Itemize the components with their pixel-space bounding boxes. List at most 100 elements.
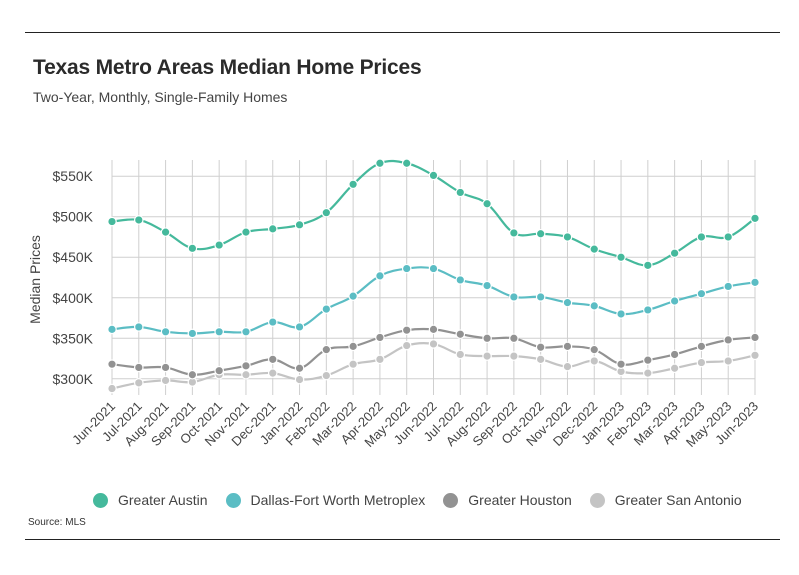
data-point-greater-austin bbox=[348, 179, 358, 190]
data-point-greater-austin bbox=[616, 252, 626, 263]
data-point-greater-austin bbox=[562, 232, 573, 242]
data-point-greater-san-antonio bbox=[160, 375, 171, 386]
data-point-greater-austin bbox=[696, 232, 707, 242]
data-point-greater-houston bbox=[535, 342, 546, 352]
source-note: Source: MLS bbox=[28, 517, 86, 528]
data-point-greater-austin bbox=[428, 170, 439, 181]
data-point-greater-houston bbox=[643, 355, 653, 365]
data-point-greater-austin bbox=[482, 198, 492, 209]
data-point-greater-san-antonio bbox=[509, 351, 519, 361]
data-point-greater-san-antonio bbox=[589, 356, 600, 366]
data-point-greater-san-antonio bbox=[562, 361, 573, 372]
data-point-greater-austin bbox=[133, 215, 144, 225]
data-point-greater-austin bbox=[375, 158, 385, 169]
data-point-greater-austin bbox=[723, 232, 734, 242]
data-point-greater-san-antonio bbox=[241, 369, 251, 380]
data-point-dallas-fort-worth-metroplex bbox=[669, 296, 680, 306]
data-point-greater-houston bbox=[616, 359, 626, 370]
data-point-dallas-fort-worth-metroplex bbox=[562, 297, 573, 308]
legend-swatch bbox=[443, 492, 459, 508]
y-tick-label: $450K bbox=[53, 249, 94, 265]
data-point-dallas-fort-worth-metroplex bbox=[455, 275, 466, 285]
data-point-dallas-fort-worth-metroplex bbox=[348, 291, 358, 301]
data-point-dallas-fort-worth-metroplex bbox=[321, 304, 332, 314]
data-point-greater-houston bbox=[750, 332, 760, 343]
data-point-dallas-fort-worth-metroplex bbox=[535, 292, 546, 302]
data-point-dallas-fort-worth-metroplex bbox=[133, 322, 144, 332]
data-point-dallas-fort-worth-metroplex bbox=[214, 326, 224, 337]
legend-label: Greater San Antonio bbox=[614, 492, 742, 508]
series-greater-austin bbox=[107, 158, 760, 271]
data-point-greater-houston bbox=[348, 341, 358, 352]
data-point-greater-san-antonio bbox=[294, 374, 305, 385]
legend-swatch bbox=[589, 492, 605, 508]
data-point-greater-houston bbox=[214, 365, 224, 376]
legend: Greater Austin Dallas-Fort Worth Metrople… bbox=[93, 492, 760, 508]
data-point-dallas-fort-worth-metroplex bbox=[241, 326, 251, 337]
data-point-greater-austin bbox=[241, 227, 251, 237]
data-point-dallas-fort-worth-metroplex bbox=[750, 277, 760, 288]
data-point-greater-houston bbox=[321, 344, 332, 355]
data-point-greater-austin bbox=[589, 244, 600, 254]
chart-subtitle: Two-Year, Monthly, Single-Family Homes bbox=[33, 89, 288, 105]
data-point-greater-austin bbox=[401, 158, 412, 169]
data-point-greater-houston bbox=[241, 361, 251, 371]
data-point-dallas-fort-worth-metroplex bbox=[160, 326, 171, 337]
data-point-greater-san-antonio bbox=[535, 354, 546, 365]
data-point-greater-san-antonio bbox=[643, 368, 653, 378]
data-point-greater-houston bbox=[107, 359, 117, 370]
y-tick-label: $350K bbox=[53, 330, 94, 346]
data-point-greater-houston bbox=[428, 324, 439, 335]
data-point-greater-houston bbox=[723, 335, 734, 345]
top-rule bbox=[25, 32, 780, 33]
data-point-greater-san-antonio bbox=[267, 368, 278, 378]
data-point-greater-san-antonio bbox=[428, 339, 439, 349]
data-point-greater-san-antonio bbox=[107, 383, 117, 394]
data-point-greater-austin bbox=[107, 216, 117, 227]
data-point-greater-san-antonio bbox=[375, 354, 385, 365]
data-point-dallas-fort-worth-metroplex bbox=[482, 280, 492, 291]
data-point-greater-san-antonio bbox=[321, 370, 332, 381]
data-point-greater-austin bbox=[509, 228, 519, 238]
data-point-dallas-fort-worth-metroplex bbox=[375, 271, 385, 281]
data-point-dallas-fort-worth-metroplex bbox=[723, 281, 734, 292]
data-point-greater-san-antonio bbox=[669, 363, 680, 374]
data-point-greater-austin bbox=[267, 224, 278, 234]
data-point-greater-houston bbox=[455, 329, 466, 340]
data-point-greater-houston bbox=[160, 362, 171, 373]
legend-item-greater-austin: Greater Austin bbox=[93, 492, 208, 508]
data-point-dallas-fort-worth-metroplex bbox=[267, 317, 278, 327]
data-point-greater-houston bbox=[589, 344, 600, 355]
data-point-dallas-fort-worth-metroplex bbox=[428, 263, 439, 274]
data-point-greater-san-antonio bbox=[723, 356, 734, 366]
data-point-dallas-fort-worth-metroplex bbox=[616, 309, 626, 319]
data-point-greater-houston bbox=[562, 341, 573, 352]
data-point-greater-san-antonio bbox=[348, 359, 358, 370]
y-tick-label: $550K bbox=[53, 168, 94, 184]
data-point-greater-austin bbox=[160, 227, 171, 237]
data-point-greater-austin bbox=[187, 243, 198, 254]
data-point-greater-austin bbox=[643, 260, 653, 271]
legend-label: Dallas-Fort Worth Metroplex bbox=[250, 492, 426, 508]
y-tick-label: $500K bbox=[53, 209, 94, 225]
legend-label: Greater Austin bbox=[118, 492, 208, 508]
legend-item-greater-houston: Greater Houston bbox=[443, 492, 572, 508]
series-greater-houston bbox=[107, 324, 760, 380]
data-point-dallas-fort-worth-metroplex bbox=[643, 305, 653, 315]
data-point-greater-san-antonio bbox=[401, 340, 412, 351]
legend-item-dallas-fort-worth-metroplex: Dallas-Fort Worth Metroplex bbox=[225, 492, 426, 508]
data-point-greater-houston bbox=[375, 332, 385, 343]
y-tick-label: $300K bbox=[53, 371, 94, 387]
data-point-greater-austin bbox=[535, 228, 546, 239]
data-point-greater-houston bbox=[669, 349, 680, 360]
y-tick-label: $400K bbox=[53, 290, 94, 306]
data-point-greater-austin bbox=[455, 187, 466, 198]
data-point-greater-san-antonio bbox=[750, 350, 760, 361]
data-point-greater-houston bbox=[133, 362, 144, 373]
data-point-greater-san-antonio bbox=[696, 357, 707, 368]
data-point-greater-houston bbox=[401, 325, 412, 335]
data-point-greater-houston bbox=[482, 333, 492, 344]
grid bbox=[111, 160, 756, 395]
data-point-greater-austin bbox=[669, 248, 680, 258]
chart-title: Texas Metro Areas Median Home Prices bbox=[33, 56, 422, 79]
